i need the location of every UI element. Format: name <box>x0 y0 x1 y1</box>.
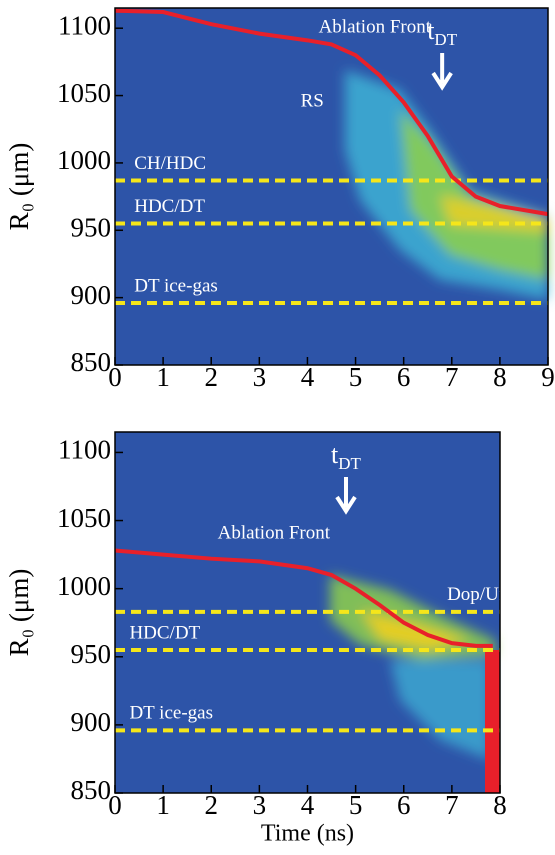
y-tick-label: 950 <box>71 212 112 242</box>
marker-arrow <box>431 53 453 91</box>
y-axis-label: R₀ (μm) <box>4 143 34 231</box>
y-tick-label: 1000 <box>57 145 111 175</box>
ablation-front-line <box>114 8 549 217</box>
x-tick-label: 4 <box>301 362 315 392</box>
x-tick-label: 0 <box>108 790 122 820</box>
x-tick-label: 8 <box>493 790 507 820</box>
marker-text: t <box>331 440 339 469</box>
x-tick-label: 6 <box>397 362 411 392</box>
plot-background <box>115 8 548 365</box>
y-tick-label: 1050 <box>57 503 111 533</box>
y-tick-label: 950 <box>71 639 112 669</box>
x-tick-label: 5 <box>349 362 363 392</box>
y-tick-label: 850 <box>71 347 112 377</box>
y-tick-label: 900 <box>71 707 112 737</box>
series-label: Ablation Front <box>319 17 432 38</box>
marker-subscript: DT <box>338 454 361 473</box>
marker-text: t <box>427 16 435 45</box>
interface-label: Dop/Undop <box>447 584 537 605</box>
x-tick-label: 4 <box>301 790 315 820</box>
x-tick-label: 1 <box>156 362 170 392</box>
interface-label: HDC/DT <box>129 622 200 643</box>
x-tick-label: 1 <box>156 790 170 820</box>
y-axis-label: R₀ (μm) <box>4 569 34 657</box>
y-tick-label: 1100 <box>58 435 111 465</box>
x-tick-label: 7 <box>445 790 459 820</box>
ablation-front-line <box>114 548 493 648</box>
interface-label: CH/HDC <box>134 153 206 174</box>
interface-label: HDC/DT <box>134 196 205 217</box>
y-tick-label: 1100 <box>58 10 111 40</box>
annotation: RS <box>301 91 324 112</box>
x-tick-label: 8 <box>493 362 507 392</box>
x-tick-label: 2 <box>205 790 219 820</box>
x-tick-label: 3 <box>253 362 267 392</box>
interface-label: DT ice-gas <box>129 703 213 724</box>
marker-subscript: DT <box>434 30 457 49</box>
marker-label: tDT <box>331 440 362 473</box>
x-axis-label: Time (ns) <box>261 821 354 847</box>
interface-label: DT ice-gas <box>134 275 218 296</box>
x-tick-label: 0 <box>108 362 122 392</box>
y-tick-label: 1000 <box>57 571 111 601</box>
x-tick-label: 3 <box>253 790 267 820</box>
x-tick-label: 5 <box>349 790 363 820</box>
x-tick-label: 6 <box>397 790 411 820</box>
series-label: Ablation Front <box>218 523 331 544</box>
plot-frame <box>114 7 549 366</box>
marker-arrow <box>335 477 357 515</box>
y-tick-label: 1050 <box>57 78 111 108</box>
x-tick-label: 9 <box>541 362 555 392</box>
field-texture <box>330 575 495 760</box>
x-tick-label: 2 <box>204 362 218 392</box>
collapse-region <box>485 650 500 793</box>
x-tick-label: 7 <box>445 362 459 392</box>
y-tick-label: 900 <box>71 280 112 310</box>
marker-label: tDT <box>427 16 458 49</box>
y-tick-label: 850 <box>71 775 112 805</box>
